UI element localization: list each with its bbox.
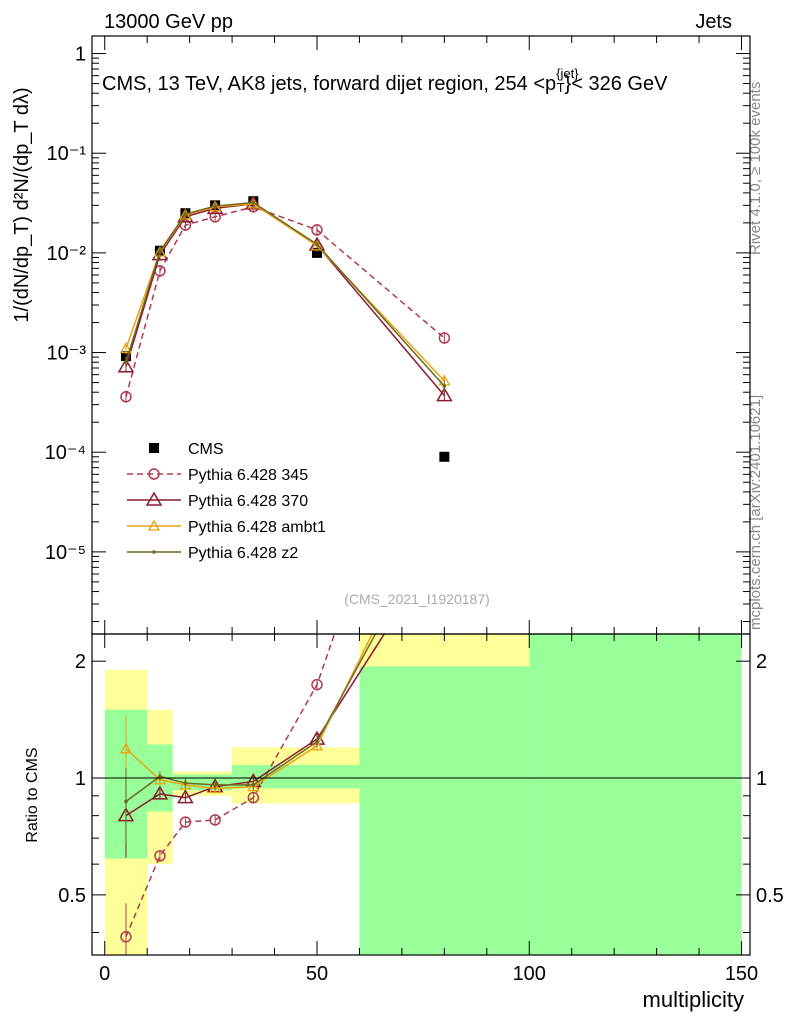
- process-label: Jets: [695, 11, 732, 33]
- ratio-frame: [91, 633, 751, 956]
- ratio-point: [153, 773, 167, 785]
- chart-title-part: {jet}: [556, 66, 579, 81]
- series-point: [438, 332, 451, 344]
- y-tick-label-main: 10⁻⁴: [45, 442, 86, 464]
- series-cms: [120, 196, 450, 462]
- ratio-panel: [117, 634, 386, 955]
- y-axis-label-main-text: 1/(dN/dp_T) d²N/(dp_T dλ): [11, 87, 33, 322]
- legend-entry: Pythia 6.428 ambt1: [127, 519, 326, 536]
- series-point: [183, 212, 188, 216]
- x-tick-label: 150: [725, 963, 758, 985]
- ratio-point: [179, 778, 192, 790]
- legend-marker: [152, 550, 156, 554]
- ratio-point: [209, 782, 222, 794]
- ratio-point: [213, 783, 217, 787]
- series-point: [117, 358, 135, 373]
- chart-title-part: CMS, 13 TeV, AK8 jets, forward dijet reg…: [102, 73, 556, 95]
- y-tick-label-ratio-right: 2: [756, 651, 767, 673]
- series-point: [311, 224, 323, 236]
- legend: CMS Pythia 6.428 345 Pythia 6.428 370 Pythi…: [127, 441, 326, 562]
- ratio-point: [315, 739, 319, 744]
- ratio-point: [247, 780, 260, 792]
- cms-data-point: [311, 247, 322, 258]
- legend-label: Pythia 6.428 ambt1: [188, 519, 326, 536]
- y-tick-label-ratio: 1: [75, 768, 86, 790]
- ratio-pythia-6-428-345: [120, 634, 336, 955]
- legend-entry: Pythia 6.428 z2: [127, 545, 298, 562]
- chart-title-part: T: [557, 80, 565, 95]
- ratio-point: [251, 783, 256, 787]
- legend-marker: [148, 468, 160, 480]
- band-inner: [529, 634, 742, 955]
- ratio-point: [247, 791, 260, 804]
- legend-label: Pythia 6.428 345: [188, 467, 308, 484]
- y-axis-label-main: 1/(dN/dp_T) d²N/(dp_T dλ): [11, 87, 33, 322]
- cms-data-point: [439, 451, 450, 462]
- y-axis-label-ratio: Ratio to CMS: [24, 747, 41, 842]
- band-inner: [359, 666, 530, 955]
- series-pythia-6-428-345: [120, 200, 451, 403]
- y-tick-label-ratio: 2: [75, 651, 86, 673]
- legend-marker: [149, 443, 159, 453]
- chart-title-part: }< 326 GeV: [565, 73, 669, 95]
- series-point: [436, 387, 453, 402]
- legend-entry: Pythia 6.428 345: [127, 467, 308, 484]
- series-pythia-6-428-370: [117, 195, 453, 402]
- beam-label: 13000 GeV pp: [104, 11, 233, 33]
- x-axis-label: multiplicity: [643, 987, 744, 1012]
- legend-label: CMS: [188, 441, 224, 458]
- legend-marker: [147, 519, 161, 531]
- legend-label: Pythia 6.428 z2: [188, 545, 298, 562]
- ratio-point: [119, 742, 133, 754]
- y-tick-label-main: 1: [75, 44, 86, 66]
- ratio-point: [310, 739, 324, 751]
- analysis-tag: (CMS_2021_I1920187): [344, 591, 490, 607]
- main-panel: [117, 195, 453, 462]
- ratio-point: [124, 799, 128, 804]
- series-line: [125, 201, 445, 387]
- series-point: [120, 391, 132, 403]
- y-tick-label-ratio-right: 1: [756, 768, 767, 790]
- series-point: [213, 204, 217, 208]
- ratio-point: [209, 814, 221, 826]
- legend-marker: [145, 491, 163, 506]
- band-inner: [232, 765, 360, 789]
- series-point: [315, 242, 319, 247]
- ratio-point: [179, 816, 192, 828]
- ratio-point: [183, 781, 188, 785]
- series-point: [158, 249, 162, 253]
- ratio-point: [177, 789, 194, 804]
- y-tick-label-main: 10⁻²: [47, 243, 87, 265]
- y-tick-label-main: 10⁻³: [47, 343, 87, 365]
- y-tick-label-main: 10⁻¹: [47, 143, 87, 165]
- mcplots-source-label: mcplots.cern.ch [arXiv:2401.10621]: [747, 395, 764, 630]
- series-point: [251, 200, 256, 205]
- y-tick-label-ratio: 0.5: [58, 885, 86, 907]
- y-tick-label-main: 10⁻⁵: [45, 542, 86, 564]
- series-point: [124, 360, 128, 365]
- series-pythia-6-428-ambt1: [119, 197, 451, 387]
- legend-label: Pythia 6.428 370: [188, 493, 308, 510]
- axes: 0 50 100 150 1 10⁻¹ 10⁻² 10⁻³ 10⁻⁴ 10⁻⁵ 0.5 0.5 1 1 2 2: [45, 35, 784, 985]
- series-pythia-6-428-z2: [124, 196, 447, 393]
- ratio-point: [151, 785, 169, 800]
- ratio-point: [120, 931, 132, 943]
- ratio-point: [311, 678, 323, 691]
- series-point: [442, 384, 447, 388]
- ratio-pythia-6-428-z2: [124, 634, 377, 844]
- legend-entry: CMS: [149, 441, 224, 458]
- chart-title: CMS, 13 TeV, AK8 jets, forward dijet reg…: [102, 66, 668, 95]
- y-tick-label-ratio-right: 0.5: [756, 885, 784, 907]
- ratio-point: [158, 774, 162, 779]
- uncertainty-bands: [104, 634, 742, 955]
- series-point: [119, 342, 133, 354]
- x-tick-label: 50: [306, 963, 328, 985]
- legend-entry: Pythia 6.428 370: [127, 491, 308, 510]
- cms-data-point: [120, 351, 131, 362]
- x-tick-label: 0: [99, 963, 110, 985]
- rivet-version-label: Rivet 4.1.0, ≥ 100k events: [747, 82, 764, 255]
- ratio-point: [154, 850, 166, 862]
- x-tick-label: 100: [513, 963, 546, 985]
